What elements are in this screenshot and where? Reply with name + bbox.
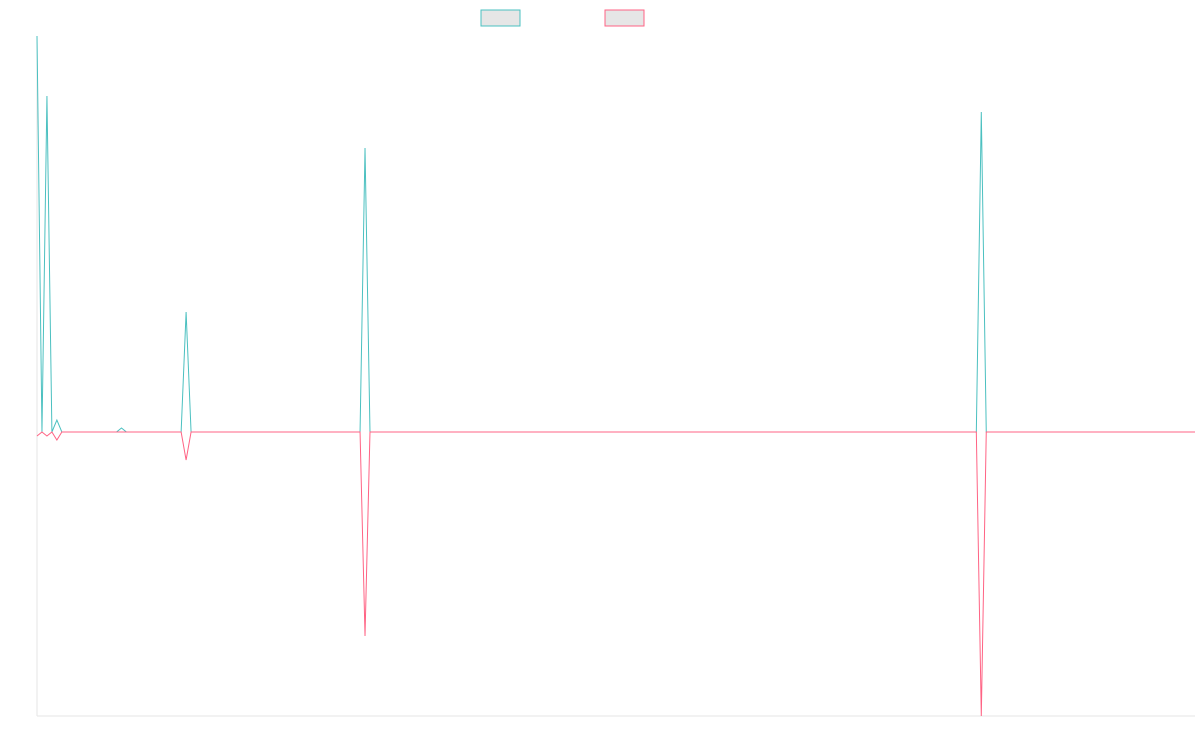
legend-swatch: [604, 9, 645, 27]
series-line: [36, 431, 1195, 717]
series-line: [36, 35, 1195, 433]
legend-swatch: [480, 9, 521, 27]
